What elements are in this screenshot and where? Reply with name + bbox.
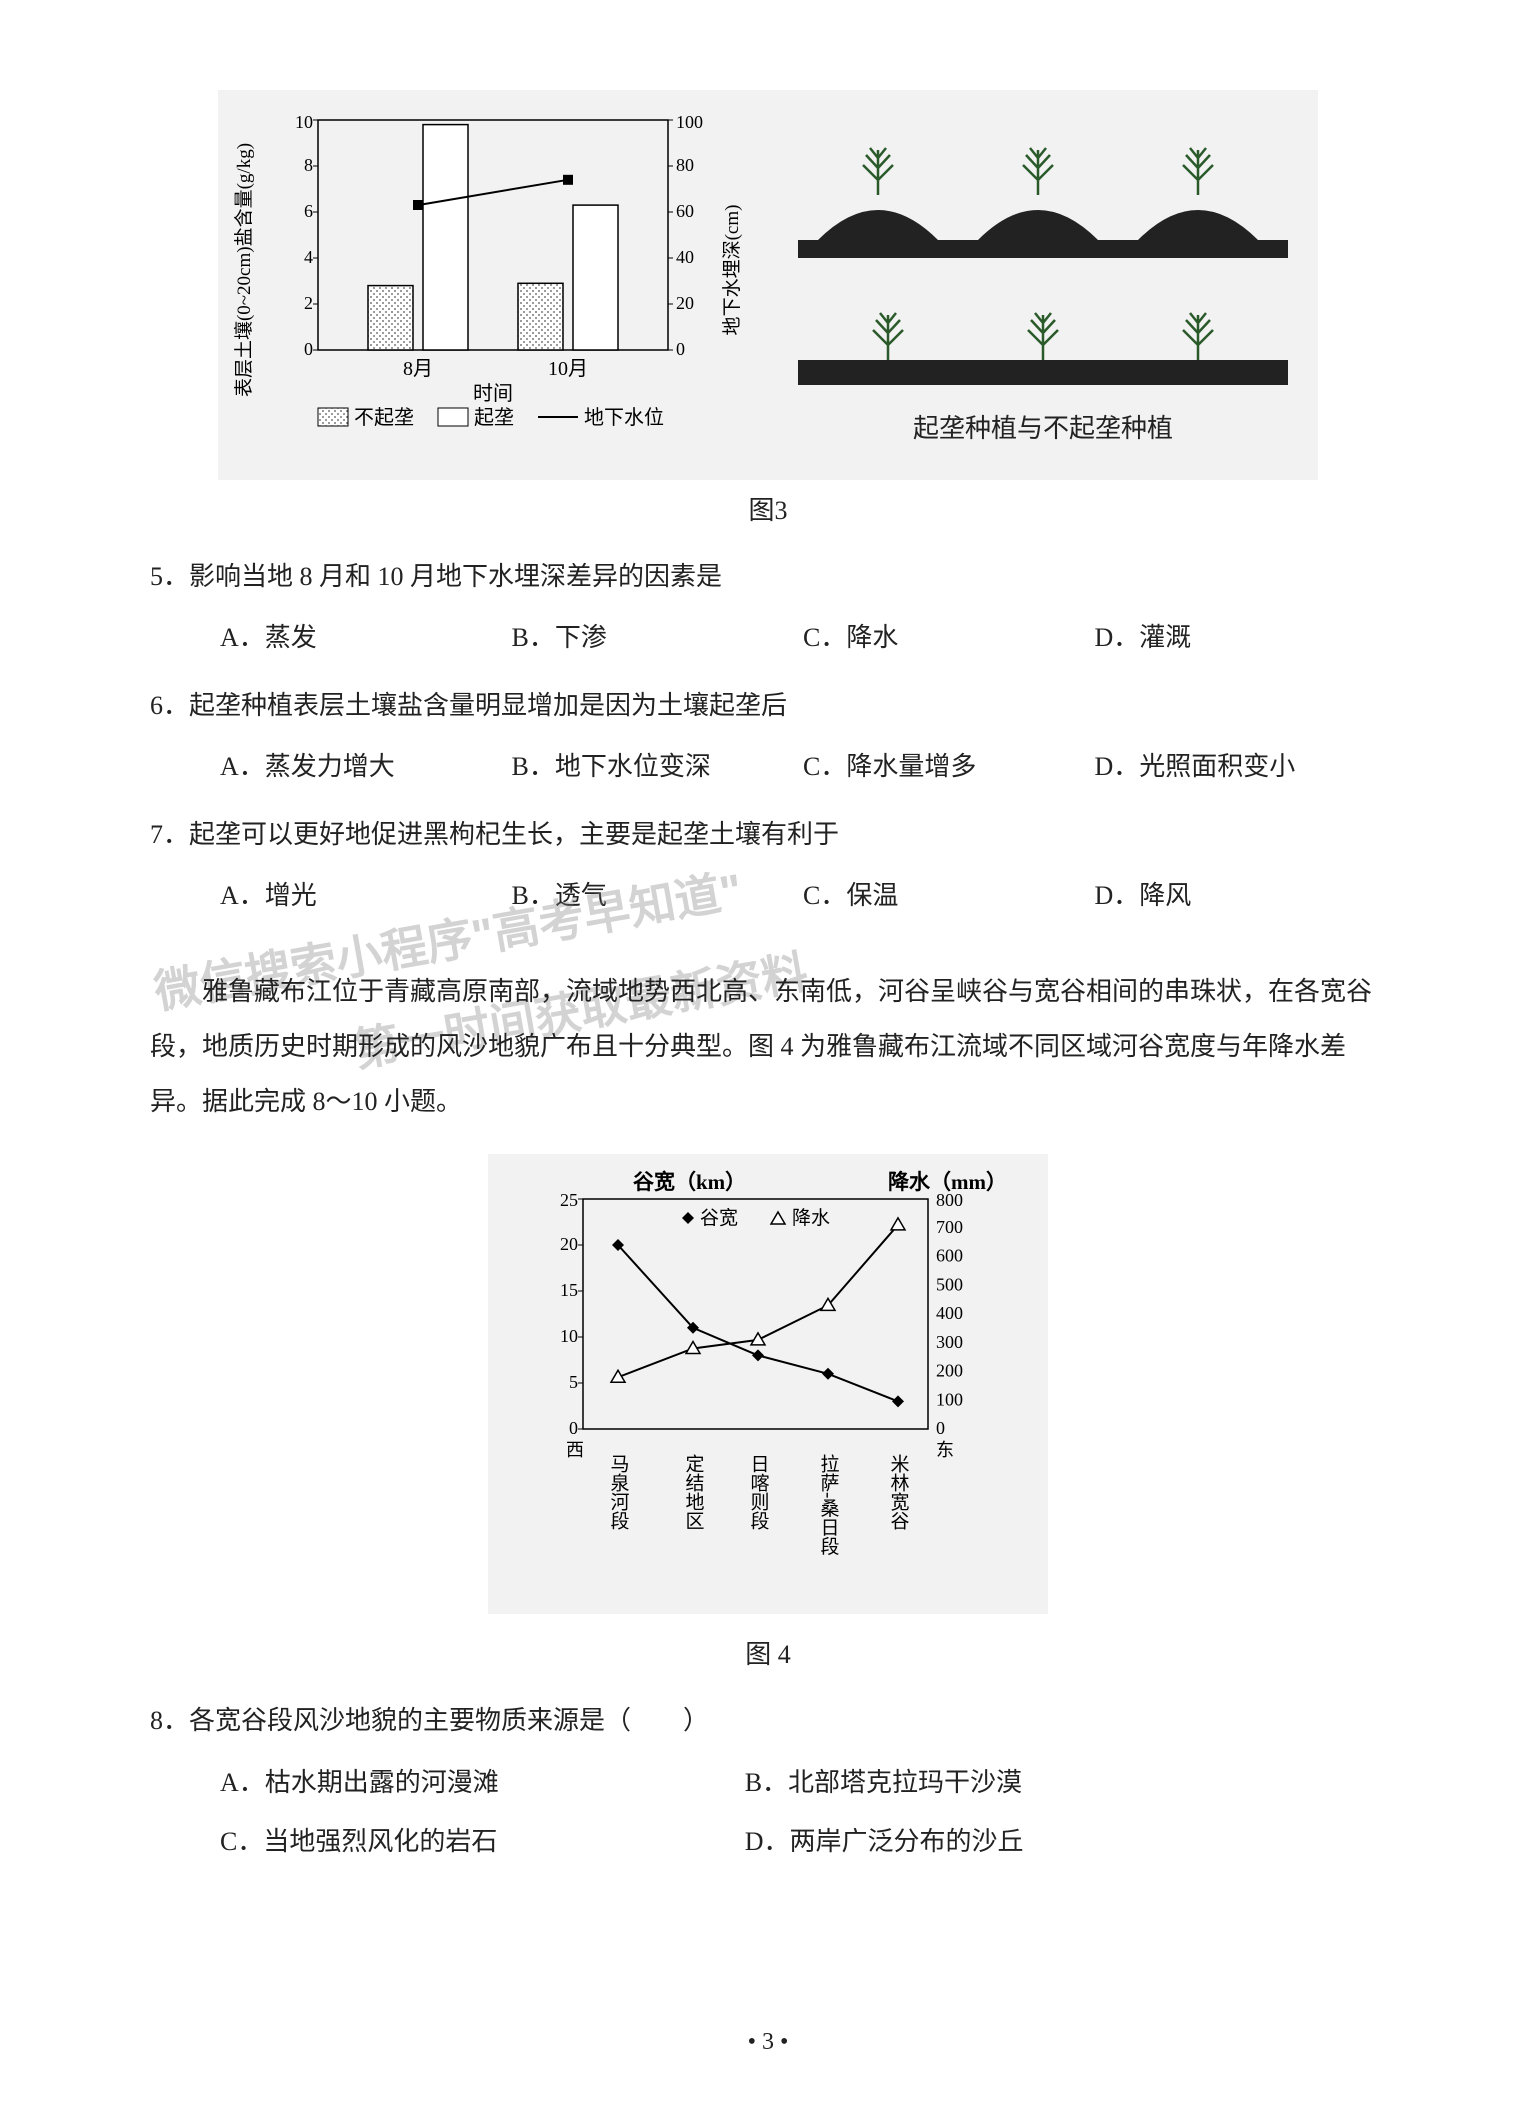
figure4-caption: 图 4 <box>150 1634 1386 1671</box>
svg-text:15: 15 <box>560 1280 578 1300</box>
svg-text:80: 80 <box>676 155 694 175</box>
planting-svg <box>778 100 1308 400</box>
svg-text:25: 25 <box>560 1190 578 1210</box>
svg-text:0: 0 <box>936 1418 945 1438</box>
svg-text:米林宽谷: 米林宽谷 <box>888 1454 910 1530</box>
q5-opt-a: A．蒸发 <box>220 613 512 662</box>
svg-text:马泉河段: 马泉河段 <box>608 1454 630 1530</box>
svg-text:700: 700 <box>936 1217 963 1237</box>
svg-text:2: 2 <box>304 293 313 313</box>
svg-text:起垄: 起垄 <box>474 406 514 429</box>
q5-options: A．蒸发 B．下渗 C．降水 D．灌溉 <box>220 613 1386 662</box>
q8-opt-d: D．两岸广泛分布的沙丘 <box>745 1817 1270 1866</box>
svg-text:200: 200 <box>936 1361 963 1381</box>
svg-text:降水: 降水 <box>792 1207 830 1229</box>
page-number: • 3 • <box>0 2029 1536 2056</box>
svg-text:0: 0 <box>304 339 313 359</box>
q7-opt-d: D．降风 <box>1095 871 1387 920</box>
q5-text: 影响当地 8 月和 10 月地下水埋深差异的因素是 <box>189 562 722 591</box>
q6-opt-c: C．降水量增多 <box>803 742 1095 791</box>
svg-text:100: 100 <box>936 1389 963 1409</box>
q6-num: 6． <box>150 691 189 720</box>
q8-text: 各宽谷段风沙地貌的主要物质来源是（ ） <box>189 1706 709 1735</box>
svg-text:拉萨-桑日段: 拉萨-桑日段 <box>818 1454 840 1556</box>
q8-options: A．枯水期出露的河漫滩 B．北部塔克拉玛干沙漠 C．当地强烈风化的岩石 D．两岸… <box>220 1758 1386 1877</box>
q7-opt-c: C．保温 <box>803 871 1095 920</box>
figure3-caption: 图3 <box>150 490 1386 527</box>
svg-text:20: 20 <box>676 293 694 313</box>
svg-text:定结地区: 定结地区 <box>683 1454 705 1530</box>
svg-text:500: 500 <box>936 1274 963 1294</box>
y1-axis-label: 表层土壤(0~20cm)盐含量(g/kg) <box>233 143 255 397</box>
figure4-svg: 谷宽（km） 降水（mm） 0 5 10 15 20 25 0 100 200 … <box>498 1164 1038 1604</box>
svg-text:6: 6 <box>304 201 313 221</box>
figure3-container: 表层土壤(0~20cm)盐含量(g/kg) 地下水埋深(cm) 0 2 4 6 … <box>218 90 1318 480</box>
q6-options: A．蒸发力增大 B．地下水位变深 C．降水量增多 D．光照面积变小 <box>220 742 1386 791</box>
q8-opt-c: C．当地强烈风化的岩石 <box>220 1817 745 1866</box>
q5-opt-c: C．降水 <box>803 613 1095 662</box>
q7-options: A．增光 B．透气 C．保温 D．降风 <box>220 871 1386 920</box>
question-8: 8．各宽谷段风沙地貌的主要物质来源是（ ） A．枯水期出露的河漫滩 B．北部塔克… <box>150 1696 1386 1876</box>
figure4-container: 谷宽（km） 降水（mm） 0 5 10 15 20 25 0 100 200 … <box>488 1154 1048 1614</box>
q8-num: 8． <box>150 1706 189 1735</box>
q7-num: 7． <box>150 820 189 849</box>
question-5: 5．影响当地 8 月和 10 月地下水埋深差异的因素是 A．蒸发 B．下渗 C．… <box>150 552 1386 663</box>
q6-opt-b: B．地下水位变深 <box>512 742 804 791</box>
svg-text:10月: 10月 <box>548 358 588 380</box>
svg-text:0: 0 <box>569 1418 578 1438</box>
q7-opt-b: B．透气 <box>512 871 804 920</box>
svg-text:5: 5 <box>569 1372 578 1392</box>
svg-text:日喀则段: 日喀则段 <box>748 1454 770 1530</box>
svg-text:不起垄: 不起垄 <box>354 406 414 429</box>
q8-opt-a: A．枯水期出露的河漫滩 <box>220 1758 745 1807</box>
q7-opt-a: A．增光 <box>220 871 512 920</box>
svg-text:100: 100 <box>676 112 703 132</box>
question-6: 6．起垄种植表层土壤盐含量明显增加是因为土壤起垄后 A．蒸发力增大 B．地下水位… <box>150 681 1386 792</box>
q5-opt-b: B．下渗 <box>512 613 804 662</box>
svg-text:8月: 8月 <box>403 358 433 380</box>
svg-text:600: 600 <box>936 1246 963 1266</box>
svg-text:10: 10 <box>560 1326 578 1346</box>
svg-text:300: 300 <box>936 1332 963 1352</box>
svg-text:西: 西 <box>566 1440 584 1460</box>
svg-text:地下水位: 地下水位 <box>584 406 664 429</box>
q6-text: 起垄种植表层土壤盐含量明显增加是因为土壤起垄后 <box>189 691 787 720</box>
q8-opt-b: B．北部塔克拉玛干沙漠 <box>745 1758 1270 1807</box>
chart-svg: 表层土壤(0~20cm)盐含量(g/kg) 地下水埋深(cm) 0 2 4 6 … <box>228 100 758 430</box>
svg-text:谷宽（km）: 谷宽（km） <box>633 1170 746 1194</box>
svg-text:800: 800 <box>936 1190 963 1210</box>
q6-opt-a: A．蒸发力增大 <box>220 742 512 791</box>
figure3-planting: 起垄种植与不起垄种植 <box>778 100 1308 470</box>
svg-text:8: 8 <box>304 155 313 175</box>
y2-axis-label: 地下水埋深(cm) <box>721 205 743 336</box>
q5-num: 5． <box>150 562 189 591</box>
svg-text:时间: 时间 <box>473 382 513 405</box>
question-7: 7．起垄可以更好地促进黑枸杞生长，主要是起垄土壤有利于 A．增光 B．透气 C．… <box>150 810 1386 921</box>
svg-text:20: 20 <box>560 1234 578 1254</box>
planting-label: 起垄种植与不起垄种植 <box>778 408 1308 445</box>
q7-text: 起垄可以更好地促进黑枸杞生长，主要是起垄土壤有利于 <box>189 820 839 849</box>
svg-text:4: 4 <box>304 247 313 267</box>
svg-text:40: 40 <box>676 247 694 267</box>
q6-opt-d: D．光照面积变小 <box>1095 742 1387 791</box>
svg-text:400: 400 <box>936 1303 963 1323</box>
passage-2: 雅鲁藏布江位于青藏高原南部，流域地势西北高、东南低，河谷呈峡谷与宽谷相间的串珠状… <box>150 965 1386 1129</box>
svg-text:60: 60 <box>676 201 694 221</box>
svg-text:东: 东 <box>936 1440 954 1460</box>
svg-text:谷宽: 谷宽 <box>700 1207 738 1229</box>
svg-text:10: 10 <box>295 112 313 132</box>
q5-opt-d: D．灌溉 <box>1095 613 1387 662</box>
svg-text:0: 0 <box>676 339 685 359</box>
figure3-chart: 表层土壤(0~20cm)盐含量(g/kg) 地下水埋深(cm) 0 2 4 6 … <box>228 100 758 470</box>
